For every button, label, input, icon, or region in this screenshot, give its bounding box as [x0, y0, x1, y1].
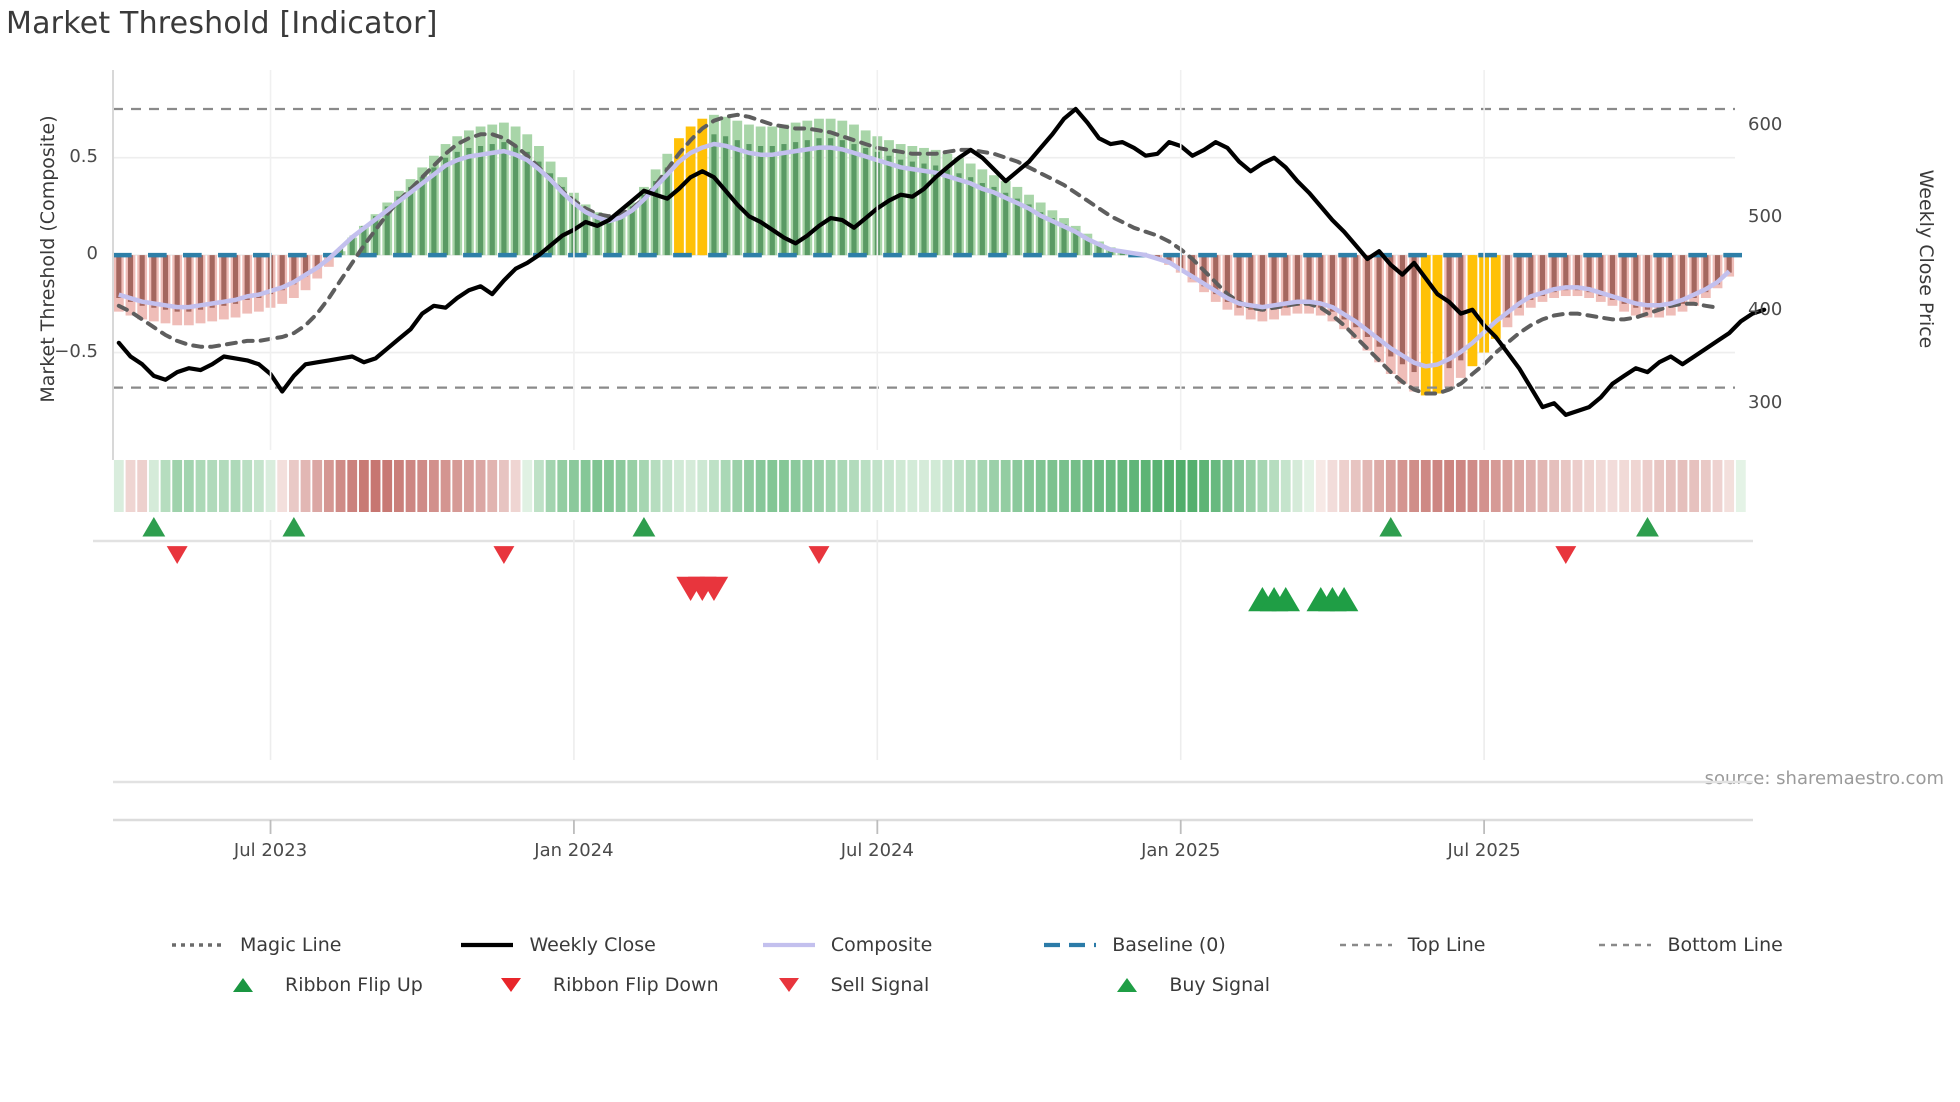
legend-line-swatch — [762, 942, 815, 948]
legend-label: Top Line — [1407, 934, 1486, 956]
magic-line-series — [116, 112, 1720, 396]
legend-label: Sell Signal — [830, 974, 930, 996]
x-axis-tick: Jan 2024 — [534, 840, 614, 861]
x-axis-tick: Jan 2025 — [1141, 840, 1221, 861]
triangle-up-icon — [1117, 978, 1138, 992]
ribbon-flip-markers — [93, 517, 1753, 564]
triangle-up-icon — [233, 978, 253, 992]
y-left-tick: −0.5 — [54, 340, 98, 362]
legend-line-swatch — [1339, 943, 1392, 947]
x-axis-tick-marks — [269, 70, 1486, 834]
legend-line-swatch — [1599, 943, 1652, 947]
legend-item-top-line[interactable]: Top Line — [1338, 934, 1486, 956]
composite-line-series — [118, 141, 1731, 369]
y-right-tick: 500 — [1748, 206, 1783, 228]
buy-sell-signal-markers — [676, 576, 1359, 612]
legend-label: Ribbon Flip Down — [552, 974, 719, 996]
legend-label: Weekly Close — [529, 934, 656, 956]
chart-legend: Magic Line Weekly Close Composite Baseline … — [0, 925, 1960, 1005]
legend-line-swatch — [1044, 942, 1097, 948]
axis-rules — [112, 70, 1753, 822]
legend-item-buy-signal[interactable]: Buy Signal — [1099, 974, 1270, 996]
legend-label: Bottom Line — [1667, 934, 1783, 956]
legend-line-swatch — [461, 942, 514, 948]
triangle-down-icon — [500, 978, 521, 992]
legend-row-markers: Ribbon Flip Up Ribbon Flip Down Sell Signa… — [0, 965, 1960, 1005]
bars-inner-series — [116, 134, 1732, 376]
legend-row-lines: Magic Line Weekly Close Composite Baseline … — [0, 925, 1960, 965]
legend-item-bottom-line[interactable]: Bottom Line — [1597, 934, 1783, 956]
y-right-tick: 600 — [1748, 113, 1783, 135]
legend-item-baseline-0[interactable]: Baseline (0) — [1042, 934, 1226, 956]
legend-item-composite[interactable]: Composite — [761, 934, 932, 956]
legend-label: Ribbon Flip Up — [285, 974, 423, 996]
legend-item-ribbon-flip-down[interactable]: Ribbon Flip Down — [483, 974, 719, 996]
y-right-tick: 300 — [1748, 391, 1783, 413]
y-left-tick: 0 — [86, 243, 98, 265]
y-right-tick: 400 — [1748, 298, 1783, 320]
legend-item-weekly-close[interactable]: Weekly Close — [459, 934, 656, 956]
legend-label: Magic Line — [240, 934, 342, 956]
x-axis-tick: Jul 2024 — [840, 840, 914, 861]
weekly-close-line-series — [116, 106, 1767, 417]
legend-label: Baseline (0) — [1112, 934, 1226, 956]
legend-item-sell-signal[interactable]: Sell Signal — [761, 974, 930, 996]
x-axis-tick: Jul 2023 — [233, 840, 308, 861]
legend-line-swatch — [172, 943, 224, 947]
x-axis-tick: Jul 2025 — [1447, 840, 1521, 861]
source-attribution: source: sharemaestro.com — [1704, 768, 1944, 789]
legend-item-ribbon-flip-up[interactable]: Ribbon Flip Up — [215, 974, 423, 996]
y-left-tick: 0.5 — [69, 145, 98, 167]
ribbon-heatmap-strip — [113, 460, 1746, 512]
triangle-down-icon — [778, 978, 799, 992]
page-title: Market Threshold [Indicator] — [6, 6, 438, 41]
legend-item-magic-line[interactable]: Magic Line — [170, 934, 341, 956]
threshold-lines — [113, 107, 1735, 389]
legend-label: Composite — [830, 934, 933, 956]
legend-label: Buy Signal — [1169, 974, 1271, 996]
